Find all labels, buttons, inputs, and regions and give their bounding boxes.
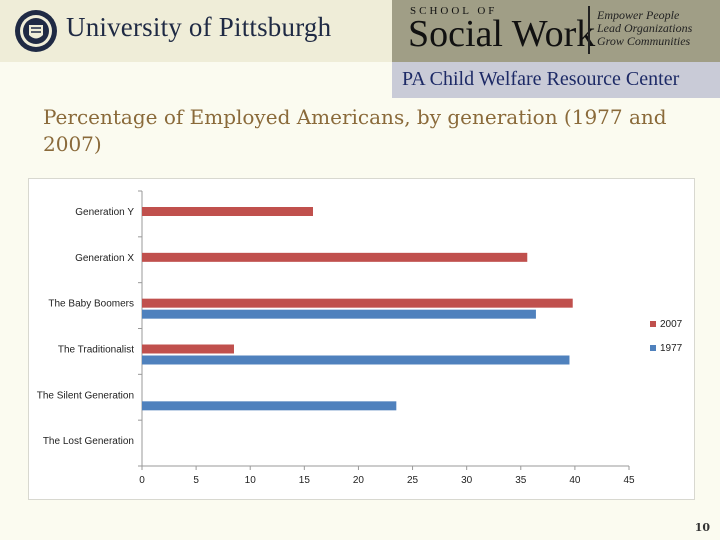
slide-title: Percentage of Employed Americans, by gen… — [43, 105, 667, 156]
x-tick-label: 25 — [407, 475, 419, 486]
category-label: Generation Y — [75, 207, 134, 218]
page-number: 10 — [694, 521, 710, 534]
category-label: The Traditionalist — [58, 345, 134, 356]
x-tick-label: 40 — [569, 475, 581, 486]
x-tick-label: 30 — [461, 475, 473, 486]
tagline-3: Grow Communities — [597, 34, 691, 48]
bar-1977 — [142, 401, 397, 411]
center-name: PA Child Welfare Resource Center — [402, 68, 680, 90]
legend-swatch-2007 — [650, 321, 656, 327]
bar-2007 — [142, 298, 573, 308]
bar-1977 — [142, 355, 570, 365]
school-name: Social Work — [408, 13, 596, 55]
legend-label-2007: 2007 — [660, 319, 683, 330]
school-logo: SCHOOL OF Social Work Empower People Lea… — [392, 0, 720, 62]
center-banner: PA Child Welfare Resource Center — [392, 62, 720, 98]
university-header: University of Pittsburgh — [0, 0, 392, 62]
bar-2007 — [142, 344, 234, 354]
x-tick-label: 45 — [623, 475, 635, 486]
x-tick-label: 15 — [299, 475, 311, 486]
tagline-2: Lead Organizations — [597, 21, 693, 35]
legend-swatch-1977 — [650, 345, 656, 351]
legend-label-1977: 1977 — [660, 343, 683, 354]
bar-1977 — [142, 309, 536, 319]
school-label: SCHOOL OF — [410, 5, 498, 17]
x-tick-label: 35 — [515, 475, 527, 486]
logo-divider — [588, 6, 590, 54]
bar-chart: 0 5 10 15 20 25 30 35 40 45 Generation Y Generation… — [37, 190, 683, 486]
university-name: University of Pittsburgh — [66, 12, 332, 42]
category-label: Generation X — [75, 253, 134, 264]
x-tick-label: 10 — [245, 475, 257, 486]
bar-2007 — [142, 207, 313, 216]
category-label: The Baby Boomers — [48, 299, 134, 310]
category-label: The Lost Generation — [43, 436, 134, 447]
tagline-1: Empower People — [597, 8, 680, 22]
x-tick-label: 5 — [193, 475, 199, 486]
chart-container: 0 5 10 15 20 25 30 35 40 45 Generation Y Generation… — [28, 178, 695, 500]
university-seal-icon — [15, 10, 57, 52]
x-tick-label: 20 — [353, 475, 365, 486]
category-label: The Silent Generation — [37, 390, 134, 401]
x-tick-label: 0 — [139, 475, 145, 486]
bar-2007 — [142, 252, 528, 262]
